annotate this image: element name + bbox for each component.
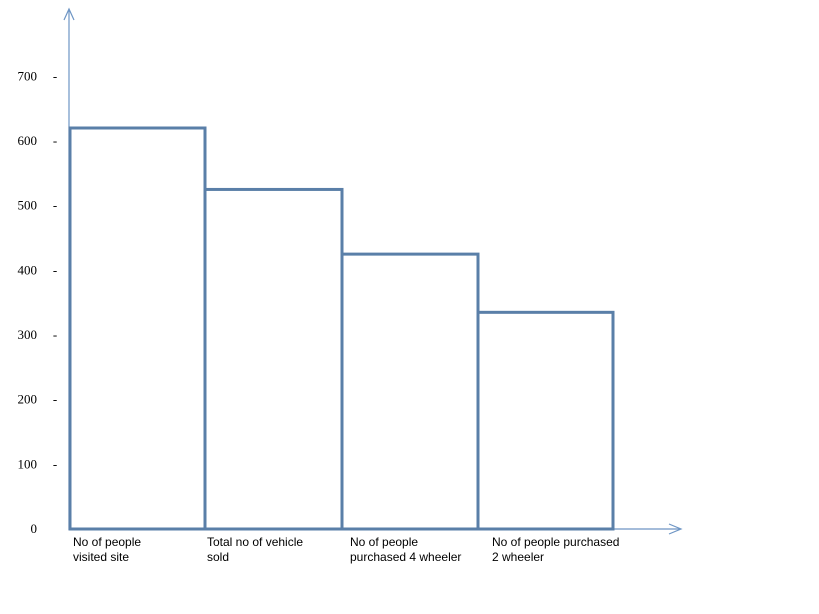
y-tick-label: 700 (18, 68, 38, 83)
x-category-label: No of people visited site (73, 535, 141, 564)
y-tick-marker: - (53, 327, 57, 342)
x-category-label-line: purchased 4 wheeler (350, 550, 461, 564)
y-tick-label: 300 (18, 327, 38, 342)
x-category-label: No of people purchased 4 wheeler (350, 535, 461, 564)
x-category-label-line: visited site (73, 550, 129, 564)
x-category-label-line: No of people purchased (492, 535, 619, 549)
x-category-label-line: No of people (350, 535, 418, 549)
bar (476, 310, 615, 531)
y-tick-label: 100 (18, 456, 38, 471)
y-tick-label: 0 (31, 521, 38, 536)
x-category-label: Total no of vehicle sold (207, 535, 303, 564)
x-category-label-line: sold (207, 550, 229, 564)
y-tick-label: 500 (18, 198, 38, 213)
y-tick-marker: - (53, 198, 57, 213)
x-category-label: No of people purchased 2 wheeler (492, 535, 619, 564)
y-tick-label: 200 (18, 392, 38, 407)
bars (68, 126, 615, 531)
x-category-label-line: No of people (73, 535, 141, 549)
y-axis-arrow (63, 7, 75, 21)
x-axis-arrow (668, 523, 683, 535)
x-category-label-line: 2 wheeler (492, 550, 544, 564)
y-tick-label: 600 (18, 133, 38, 148)
x-category-label-line: Total no of vehicle (207, 535, 303, 549)
y-tick-marker: - (53, 392, 57, 407)
y-tick-label: 400 (18, 262, 38, 277)
bar (203, 187, 344, 531)
y-tick-marker: - (53, 262, 57, 277)
y-tick-marker: - (53, 68, 57, 83)
y-tick-marker: - (53, 456, 57, 471)
bar (68, 126, 207, 531)
bar (340, 252, 480, 531)
y-tick-marker: - (53, 133, 57, 148)
